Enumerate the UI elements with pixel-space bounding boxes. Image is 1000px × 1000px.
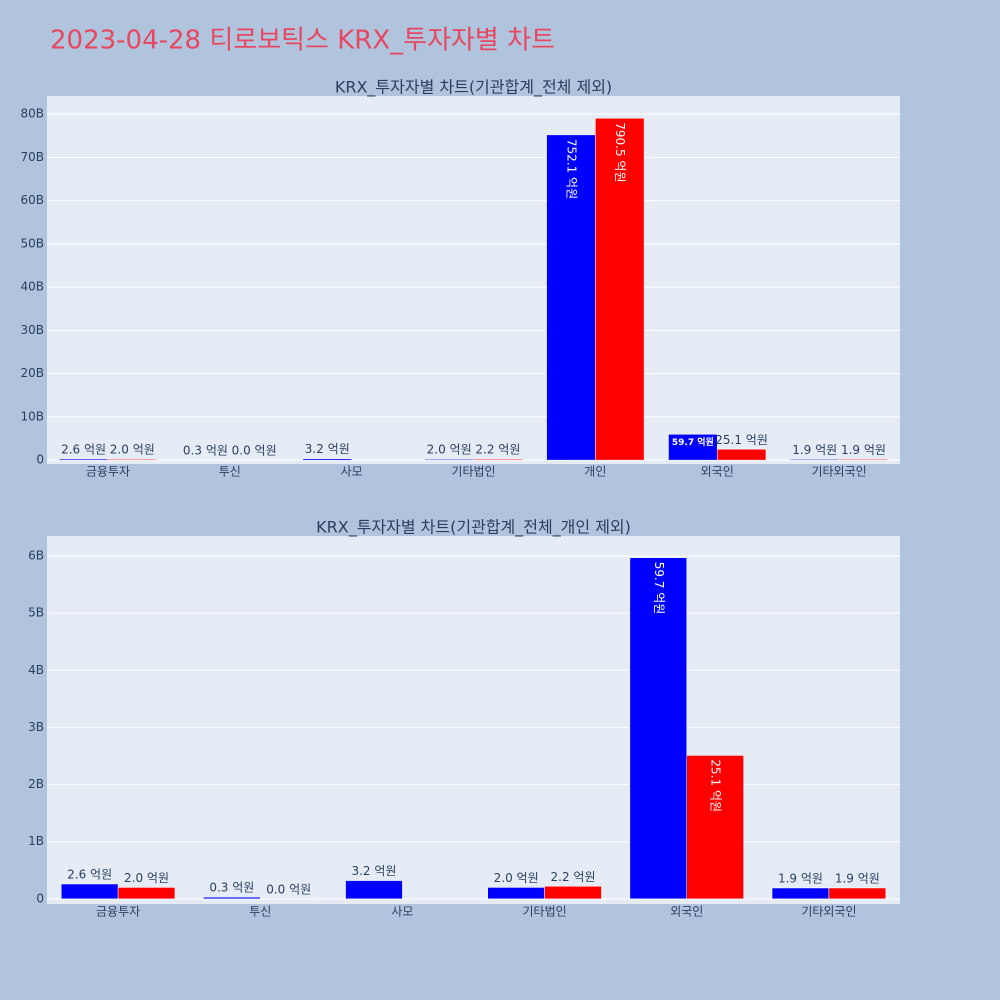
data-label: 2.0 억원	[427, 443, 472, 457]
data-label: 1.9 억원	[792, 443, 837, 457]
x-tick-label: 개인	[584, 465, 606, 479]
chart-title: KRX_투자자별 차트(기관합계_전체_개인 제외)	[316, 518, 631, 538]
data-label: 25.1 억원	[715, 433, 768, 447]
bar	[838, 459, 889, 461]
x-tick-label: 금융투자	[96, 905, 140, 919]
x-tick-label: 외국인	[701, 465, 734, 479]
y-tick-label: 0	[36, 453, 44, 467]
bar	[260, 898, 318, 900]
y-tick-label: 30B	[20, 323, 44, 337]
data-label: 1.9 억원	[841, 443, 886, 457]
data-label: 1.9 억원	[835, 872, 880, 886]
bar	[790, 459, 840, 461]
bar	[595, 118, 645, 461]
data-label: 0.0 억원	[266, 882, 311, 896]
data-label: 752.1 억원	[564, 139, 578, 199]
bar	[716, 449, 767, 461]
y-tick-label: 4B	[28, 663, 44, 677]
page-title: 2023-04-28 티로보틱스 KRX_투자자별 차트	[50, 26, 555, 56]
y-tick-label: 40B	[20, 280, 44, 294]
y-tick-label: 50B	[20, 236, 44, 250]
bar	[487, 887, 545, 900]
y-tick-label: 60B	[20, 193, 44, 207]
bar	[345, 880, 403, 900]
data-label: 0.3 억원	[209, 881, 254, 895]
data-label: 2.6 억원	[67, 868, 112, 882]
x-tick-label: 투신	[249, 905, 271, 919]
y-tick-label: 3B	[28, 720, 44, 734]
data-label: 2.6 억원	[61, 442, 106, 456]
y-tick-label: 6B	[28, 549, 44, 563]
data-label: 3.2 억원	[305, 442, 350, 456]
y-tick-label: 10B	[20, 409, 44, 423]
bar	[302, 458, 352, 461]
bar	[473, 458, 523, 461]
bar	[107, 458, 157, 461]
y-tick-label: 70B	[20, 150, 44, 164]
x-tick-label: 외국인	[670, 905, 703, 919]
x-tick-label: 기타법인	[522, 905, 566, 919]
bar	[828, 887, 887, 900]
x-tick-label: 기타외국인	[801, 905, 856, 919]
chart-title: KRX_투자자별 차트(기관합계_전체 제외)	[335, 78, 612, 98]
data-label: 790.5 억원	[613, 122, 627, 182]
data-label: 59.7 억원	[672, 436, 714, 448]
x-tick-label: 사모	[391, 905, 413, 919]
bar	[629, 557, 688, 900]
bar	[229, 459, 279, 461]
bar	[117, 887, 176, 900]
data-label: 0.3 억원	[183, 443, 228, 457]
y-tick-label: 0	[36, 891, 44, 905]
x-tick-label: 투신	[219, 465, 241, 479]
y-tick-label: 2B	[28, 777, 44, 791]
y-tick-label: 1B	[28, 834, 44, 848]
y-tick-label: 5B	[28, 606, 44, 620]
data-label: 59.7 억원	[652, 562, 666, 615]
data-label: 3.2 억원	[351, 864, 396, 878]
y-tick-label: 20B	[20, 366, 44, 380]
x-tick-label: 사모	[341, 465, 363, 479]
data-label: 2.2 억원	[475, 443, 520, 457]
plot-area	[47, 96, 900, 464]
data-label: 2.0 억원	[110, 443, 155, 457]
data-label: 2.2 억원	[551, 870, 596, 884]
bar	[60, 883, 119, 900]
data-label: 25.1 억원	[709, 759, 723, 812]
bar	[771, 887, 830, 900]
bar	[424, 458, 474, 461]
bar	[544, 886, 602, 900]
data-label: 2.0 억원	[124, 871, 169, 885]
x-tick-label: 기타법인	[451, 465, 495, 479]
bar	[58, 458, 109, 461]
bar	[668, 434, 718, 461]
y-tick-label: 80B	[20, 107, 44, 121]
x-tick-label: 기타외국인	[811, 465, 866, 479]
bar	[686, 755, 744, 900]
x-tick-label: 금융투자	[86, 465, 130, 479]
bar	[203, 896, 261, 900]
plot-area	[47, 536, 900, 904]
data-label: 0.0 억원	[232, 444, 277, 458]
data-label: 2.0 억원	[494, 871, 539, 885]
bar	[180, 459, 231, 461]
data-label: 1.9 억원	[778, 872, 823, 886]
